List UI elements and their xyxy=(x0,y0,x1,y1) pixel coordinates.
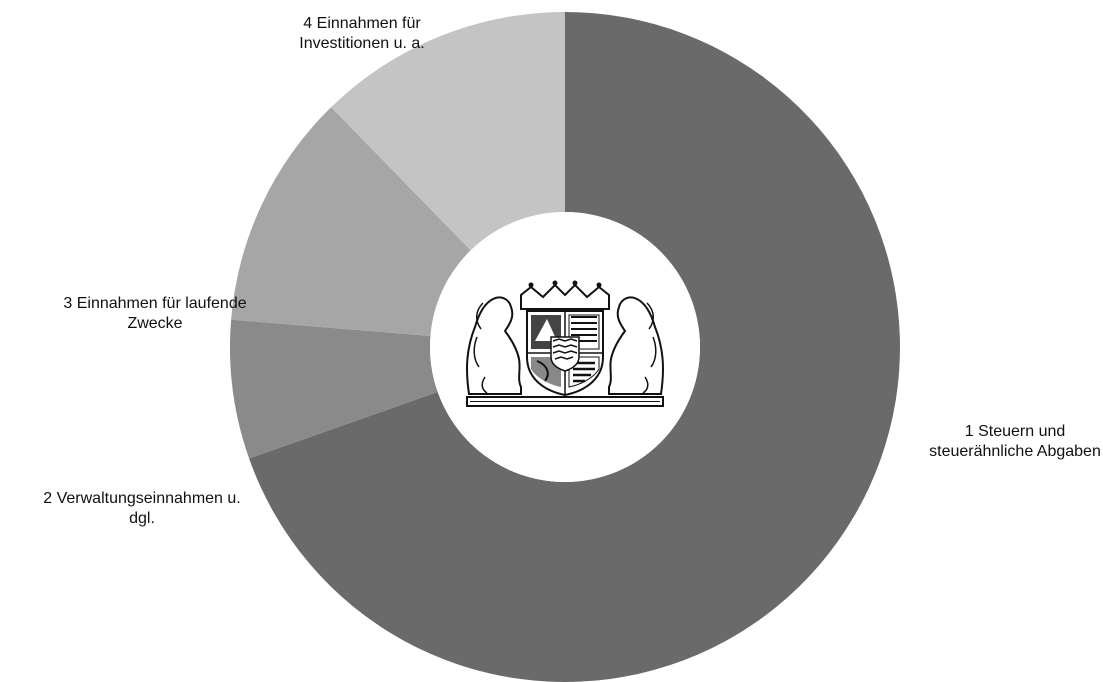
slice-label-1: 1 Steuern und steuerähnliche Abgaben xyxy=(929,423,1101,460)
slice-label-2: 2 Verwaltungseinnahmen u. dgl. xyxy=(43,490,240,527)
slices-group xyxy=(229,12,901,682)
slice-2 xyxy=(229,319,438,459)
slice-label-line: 2 Verwaltungseinnahmen u. xyxy=(43,490,240,507)
slice-4 xyxy=(331,12,565,251)
slice-label-line: 4 Einnahmen für xyxy=(303,15,421,32)
labels-group: 1 Steuern und steuerähnliche Abgaben 2 Ver… xyxy=(43,15,1101,527)
slice-label-line: dgl. xyxy=(129,510,155,527)
slice-3 xyxy=(231,107,471,336)
slice-label-line: 1 Steuern und xyxy=(965,423,1066,440)
slice-1 xyxy=(249,12,901,682)
slice-label-line: Zwecke xyxy=(127,315,182,332)
slice-label-4: 4 Einnahmen für Investitionen u. a. xyxy=(299,15,424,52)
slice-label-line: 3 Einnahmen für laufende xyxy=(63,295,246,312)
slice-label-line: Investitionen u. a. xyxy=(299,35,424,52)
bavarian-coat-of-arms xyxy=(430,212,700,482)
slice-label-3: 3 Einnahmen für laufende Zwecke xyxy=(63,295,246,332)
slice-label-line: steuerähnliche Abgaben xyxy=(929,443,1101,460)
